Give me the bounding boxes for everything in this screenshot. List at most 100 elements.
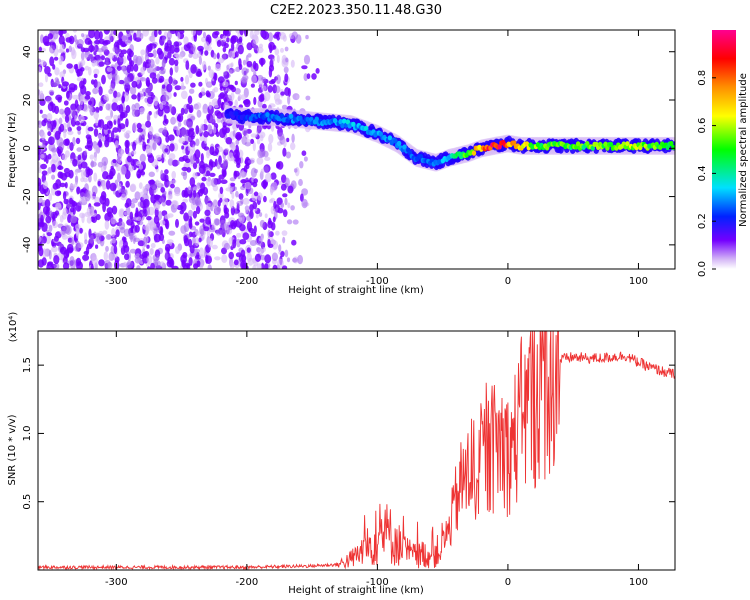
heatmap-cell — [91, 60, 96, 67]
heatmap-cell — [38, 46, 43, 52]
heatmap-cell — [282, 209, 288, 218]
heatmap-cell — [131, 198, 138, 204]
heatmap-cell — [48, 193, 53, 202]
heatmap-cell — [176, 159, 180, 166]
heatmap-cell — [252, 264, 257, 269]
heatmap-cell — [188, 218, 193, 228]
heatmap-cell — [270, 181, 278, 192]
heatmap-cell — [48, 142, 56, 152]
heatmap-cell — [170, 116, 177, 125]
heatmap-cell — [284, 73, 289, 83]
heatmap-cell — [246, 247, 251, 253]
heatmap-cell — [301, 65, 308, 70]
heatmap-cell — [88, 45, 95, 52]
figure-title: C2E2.2023.350.11.48.G30 — [270, 3, 442, 18]
spectrogram-frame — [37, 29, 676, 270]
heatmap-cell — [46, 232, 53, 237]
heatmap-cell — [280, 47, 284, 53]
heatmap-cell — [180, 90, 188, 100]
heatmap-cell — [275, 230, 280, 236]
colorbar-tick-label: 0.0 — [697, 261, 708, 277]
heatmap-cell — [89, 53, 94, 62]
heatmap-cell — [53, 235, 59, 242]
heatmap-cell — [189, 155, 196, 165]
heatmap-cell — [280, 183, 287, 191]
heatmap-cell — [38, 167, 42, 174]
heatmap-cell — [142, 236, 148, 247]
colorbar-tick-label: 0.6 — [697, 118, 708, 134]
heatmap-cell — [38, 145, 41, 155]
heatmap-cell — [146, 216, 152, 221]
heatmap-cell — [222, 169, 227, 178]
heatmap-cell — [73, 64, 78, 70]
heatmap-cell — [47, 72, 52, 77]
heatmap-cell — [402, 144, 407, 150]
heatmap-cell — [216, 162, 221, 170]
heatmap-cell — [198, 164, 206, 174]
heatmap-cell — [204, 50, 209, 56]
heatmap-cell — [258, 124, 264, 131]
heatmap-cell — [103, 251, 109, 261]
heatmap-cell — [150, 262, 155, 269]
heatmap-cell — [47, 33, 54, 40]
heatmap-cell — [214, 31, 220, 36]
heatmap-cell — [206, 92, 212, 98]
heatmap-cell — [246, 60, 253, 68]
heatmap-cell — [268, 68, 273, 78]
heatmap-cell — [93, 153, 97, 162]
heatmap-cell — [93, 172, 98, 182]
heatmap-cell — [219, 186, 224, 195]
heatmap-cell — [49, 56, 55, 67]
heatmap-cell — [268, 133, 274, 144]
heatmap-cell — [233, 170, 240, 177]
heatmap-cell — [178, 53, 184, 59]
heatmap-cell — [471, 150, 477, 156]
heatmap-cell — [203, 130, 209, 138]
heatmap-cell — [63, 130, 67, 139]
heatmap-cell — [38, 197, 43, 204]
heatmap-cell — [267, 229, 271, 238]
heatmap-cell — [102, 171, 109, 180]
heatmap-cell — [124, 253, 130, 261]
heatmap-cell — [136, 122, 142, 129]
heatmap-cell — [194, 221, 200, 226]
heatmap-cell — [199, 135, 205, 142]
heatmap-cell — [169, 44, 176, 54]
heatmap-cell — [291, 239, 297, 246]
heatmap-cell — [229, 199, 235, 209]
heatmap-cell — [195, 71, 203, 77]
heatmap-cell — [38, 177, 42, 187]
heatmap-cell — [142, 198, 150, 208]
heatmap-cell — [193, 190, 197, 198]
heatmap-cell — [253, 178, 258, 184]
heatmap-cell — [75, 240, 80, 249]
spectrogram-xlabel: Height of straight line (km) — [288, 285, 424, 296]
heatmap-cell — [95, 244, 99, 249]
heatmap-cell — [575, 141, 581, 147]
heatmap-cell — [200, 153, 204, 163]
heatmap-cell — [167, 256, 173, 265]
heatmap-cell — [47, 131, 52, 137]
heatmap-cell — [192, 162, 198, 170]
heatmap-cell — [74, 115, 78, 122]
heatmap-cell — [59, 171, 64, 179]
heatmap-cell — [79, 95, 85, 102]
heatmap-cell — [287, 94, 291, 105]
heatmap-cell — [164, 250, 168, 261]
heatmap-cell — [235, 139, 240, 145]
heatmap-cell — [79, 227, 83, 234]
heatmap-cell — [47, 153, 52, 160]
heatmap-cell — [183, 43, 191, 52]
heatmap-cell — [192, 210, 197, 219]
heatmap-cell — [173, 41, 180, 47]
heatmap-cell — [63, 100, 69, 106]
heatmap-cell — [38, 104, 41, 111]
heatmap-cell — [261, 85, 267, 92]
heatmap-cell — [40, 154, 45, 159]
heatmap-cell — [230, 37, 234, 44]
heatmap-cell — [65, 249, 70, 258]
heatmap-cell — [250, 138, 255, 144]
heatmap-cell — [252, 34, 259, 45]
heatmap-cell — [94, 233, 102, 238]
heatmap-cell — [286, 219, 293, 225]
